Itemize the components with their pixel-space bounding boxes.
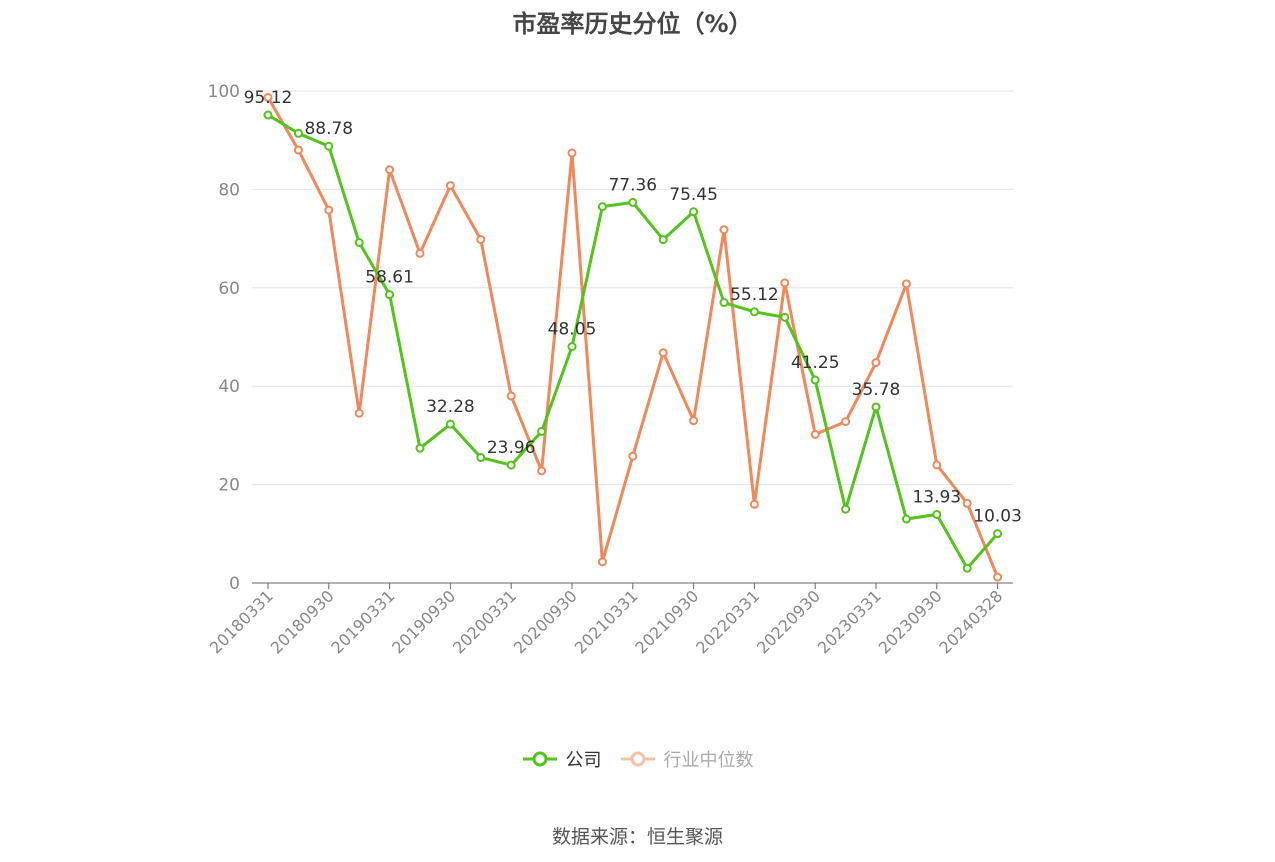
legend-label-industry-median: 行业中位数 bbox=[663, 750, 754, 771]
series-line-1 bbox=[266, 96, 999, 578]
series-layer bbox=[263, 92, 1003, 582]
legend-item-company[interactable]: 公司 bbox=[522, 746, 602, 772]
data-label-4: 58.61 bbox=[365, 268, 414, 288]
series-0-point-0 bbox=[263, 110, 273, 120]
data-label-16: 55.12 bbox=[730, 285, 779, 305]
series-0-point-18 bbox=[810, 375, 820, 385]
series-1-point-3 bbox=[354, 408, 364, 418]
series-0-point-23 bbox=[962, 563, 972, 573]
series-1-point-16 bbox=[749, 499, 759, 509]
y-tick-label-80: 80 bbox=[218, 180, 240, 200]
axis-layer: 0 20 40 60 80 100 2018033120180930201903312019… bbox=[206, 82, 1013, 657]
data-label-6: 32.28 bbox=[426, 397, 475, 417]
series-1-point-7 bbox=[476, 235, 486, 245]
x-tick-label-7: 20210930 bbox=[631, 586, 702, 657]
series-1-point-12 bbox=[628, 451, 638, 461]
series-1-point-1 bbox=[293, 145, 303, 155]
series-1-point-24 bbox=[993, 572, 1003, 582]
series-1-point-5 bbox=[415, 248, 425, 258]
series-1-point-17 bbox=[780, 278, 790, 288]
y-tick-label-60: 60 bbox=[218, 279, 240, 299]
x-tick-label-2: 20190331 bbox=[327, 586, 398, 657]
grid-layer bbox=[252, 90, 1013, 486]
data-label-8: 23.96 bbox=[487, 438, 536, 458]
legend-industry-marker-icon bbox=[620, 751, 655, 767]
series-0-point-1 bbox=[293, 128, 303, 138]
legend-label-company: 公司 bbox=[565, 750, 602, 771]
data-label-0: 95.12 bbox=[244, 88, 293, 108]
x-tick-label-6: 20210331 bbox=[571, 586, 642, 657]
series-0-point-7 bbox=[476, 453, 486, 463]
series-0-point-11 bbox=[597, 202, 607, 212]
data-label-22: 13.93 bbox=[912, 487, 961, 507]
series-1-point-22 bbox=[932, 460, 942, 470]
data-label-2: 88.78 bbox=[304, 119, 353, 139]
series-0-point-8 bbox=[506, 460, 516, 470]
source-note: 数据来源：恒生聚源 bbox=[551, 826, 723, 848]
data-label-20: 35.78 bbox=[852, 380, 901, 400]
y-tick-label-40: 40 bbox=[218, 377, 240, 397]
series-1-point-23 bbox=[962, 498, 972, 508]
series-0-point-16 bbox=[749, 307, 759, 317]
data-label-14: 75.45 bbox=[669, 185, 718, 205]
series-0-point-13 bbox=[658, 235, 668, 245]
y-tick-label-100: 100 bbox=[208, 82, 240, 102]
series-1-point-18 bbox=[810, 429, 820, 439]
y-tick-label-20: 20 bbox=[218, 476, 240, 496]
series-1-point-14 bbox=[689, 416, 699, 426]
data-label-18: 41.25 bbox=[791, 353, 840, 373]
x-tick-label-10: 20230331 bbox=[814, 586, 885, 657]
series-0-point-14 bbox=[689, 207, 699, 217]
series-1-point-11 bbox=[597, 557, 607, 567]
series-1-point-21 bbox=[901, 279, 911, 289]
series-1-point-6 bbox=[445, 180, 455, 190]
series-0-point-17 bbox=[780, 312, 790, 322]
series-1-point-4 bbox=[385, 165, 395, 175]
series-0-point-19 bbox=[841, 504, 851, 514]
series-0-point-4 bbox=[385, 290, 395, 300]
data-label-24: 10.03 bbox=[973, 507, 1022, 527]
series-0-point-20 bbox=[871, 402, 881, 412]
series-0-point-9 bbox=[537, 426, 547, 436]
legend-item-industry-median[interactable]: 行业中位数 bbox=[620, 746, 754, 772]
series-1-point-19 bbox=[841, 417, 851, 427]
series-0-point-21 bbox=[901, 514, 911, 524]
series-0-point-15 bbox=[719, 298, 729, 308]
x-tick-label-4: 20200331 bbox=[449, 586, 520, 657]
label-layer: 95.12 88.78 58.61 32.28 23.96 48.05 77.36 75.45… bbox=[244, 88, 1022, 527]
legend-company-marker-icon bbox=[522, 751, 557, 767]
series-0-point-5 bbox=[415, 443, 425, 453]
chart-title: 市盈率历史分位（%） bbox=[512, 10, 753, 38]
series-0-point-2 bbox=[324, 141, 334, 151]
series-1-point-8 bbox=[506, 391, 516, 401]
x-tick-label-5: 20200930 bbox=[510, 586, 581, 657]
data-label-12: 77.36 bbox=[608, 175, 657, 195]
series-0-point-22 bbox=[932, 509, 942, 519]
series-0-point-10 bbox=[567, 342, 577, 352]
series-1-point-10 bbox=[567, 148, 577, 158]
x-tick-label-12: 20240328 bbox=[935, 586, 1006, 657]
series-1-point-13 bbox=[658, 348, 668, 358]
x-tick-label-0: 20180331 bbox=[206, 586, 277, 657]
series-0-point-6 bbox=[445, 419, 455, 429]
series-1-point-2 bbox=[324, 205, 334, 215]
series-1-point-20 bbox=[871, 358, 881, 368]
x-tick-label-8: 20220331 bbox=[692, 586, 763, 657]
y-tick-label-0: 0 bbox=[229, 574, 240, 594]
series-0-point-3 bbox=[354, 238, 364, 248]
x-tick-label-9: 20220930 bbox=[753, 586, 824, 657]
series-1-point-9 bbox=[537, 466, 547, 476]
series-1-point-15 bbox=[719, 225, 729, 235]
series-0-point-24 bbox=[993, 529, 1003, 539]
x-tick-label-11: 20230930 bbox=[875, 586, 946, 657]
x-tick-label-3: 20190930 bbox=[388, 586, 459, 657]
x-tick-label-1: 20180930 bbox=[267, 586, 338, 657]
data-label-10: 48.05 bbox=[548, 320, 597, 340]
legend: 公司 行业中位数 bbox=[0, 746, 1275, 772]
series-1-point-0 bbox=[263, 92, 273, 102]
series-0-point-12 bbox=[628, 197, 638, 207]
